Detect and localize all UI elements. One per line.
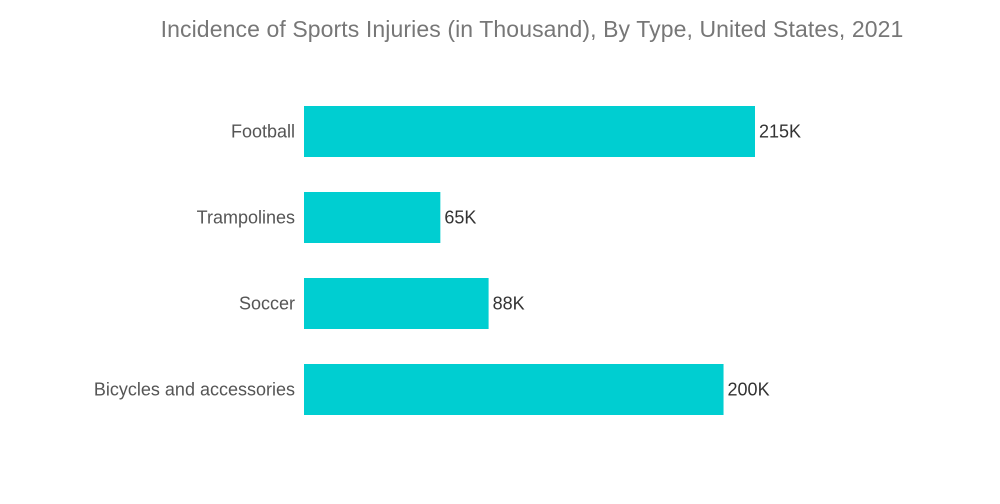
value-label: 200K — [728, 380, 770, 400]
chart-title: Incidence of Sports Injuries (in Thousan… — [160, 16, 904, 42]
value-label: 65K — [444, 208, 476, 228]
value-label: 215K — [759, 122, 801, 142]
value-label: 88K — [493, 294, 525, 314]
bar-football — [304, 106, 755, 157]
category-label: Trampolines — [197, 208, 295, 228]
bar-trampolines — [304, 192, 441, 243]
category-label: Bicycles and accessories — [94, 380, 295, 400]
bar-bicycles-and-accessories — [304, 364, 724, 415]
bar-soccer — [304, 278, 489, 329]
category-label: Soccer — [239, 294, 295, 314]
category-label: Football — [231, 122, 295, 142]
